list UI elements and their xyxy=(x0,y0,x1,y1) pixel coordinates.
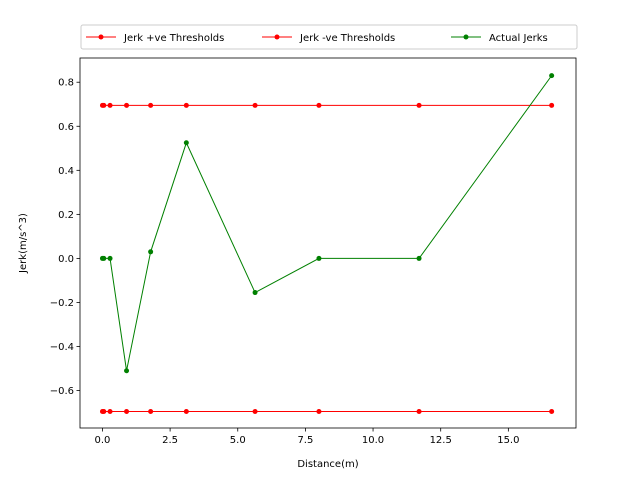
y-tick-label: 0.0 xyxy=(58,254,74,265)
series-1-point-7 xyxy=(316,408,322,414)
legend-label: Actual Jerks xyxy=(489,33,548,44)
series-0-point-1 xyxy=(101,102,107,108)
series-0-point-4 xyxy=(148,102,154,108)
x-tick-label: 0.0 xyxy=(95,435,111,446)
x-axis-title: Distance(m) xyxy=(297,459,358,470)
y-tick-label: 0.8 xyxy=(58,78,74,89)
series-2-point-8 xyxy=(416,255,422,261)
y-tick-label: 0.6 xyxy=(58,122,74,133)
series-1-point-5 xyxy=(183,408,189,414)
series-line-2 xyxy=(102,75,553,371)
series-layer xyxy=(99,73,555,414)
y-tick-label: −0.6 xyxy=(50,386,74,397)
legend: Jerk +ve Thresholds Jerk -ve Thresholds Ac… xyxy=(80,24,578,50)
series-0-point-3 xyxy=(124,102,130,108)
legend-swatch-marker xyxy=(463,34,469,40)
series-2-point-2 xyxy=(107,255,113,261)
series-2-point-6 xyxy=(252,290,258,296)
legend-label: Jerk -ve Thresholds xyxy=(299,33,395,44)
series-1-point-9 xyxy=(549,408,555,414)
series-1-point-2 xyxy=(107,408,113,414)
series-1-point-1 xyxy=(101,408,107,414)
x-tick-label: 2.5 xyxy=(162,435,178,446)
x-tick-label: 15.0 xyxy=(497,435,519,446)
x-tick-label: 7.5 xyxy=(297,435,313,446)
series-1-point-8 xyxy=(416,408,422,414)
legend-label: Jerk +ve Thresholds xyxy=(123,33,224,44)
series-0-point-7 xyxy=(316,102,322,108)
series-1-point-4 xyxy=(148,408,154,414)
axes: 0.0 2.5 5.0 7.5 10.0 12.5 15.0 −0.6 −0.4 −0.2 0.0 0… xyxy=(50,57,577,446)
series-0-point-8 xyxy=(416,102,422,108)
series-0-point-9 xyxy=(549,102,555,108)
series-1-point-3 xyxy=(124,408,130,414)
series-1-point-6 xyxy=(252,408,258,414)
series-2-point-4 xyxy=(148,249,154,255)
y-tick-label: 0.2 xyxy=(58,210,74,221)
y-tick-label: 0.4 xyxy=(58,166,74,177)
series-0-point-5 xyxy=(183,102,189,108)
y-axis-title: Jerk(m/s^3) xyxy=(18,213,29,274)
axes-frame xyxy=(79,57,577,429)
legend-swatch-marker xyxy=(98,34,104,40)
series-2-point-7 xyxy=(316,255,322,261)
legend-swatch-marker xyxy=(274,34,280,40)
series-2-point-5 xyxy=(183,140,189,146)
y-tick-label: −0.4 xyxy=(50,342,74,353)
series-0-point-2 xyxy=(107,102,113,108)
series-2-point-1 xyxy=(101,255,107,261)
legend-box xyxy=(80,24,578,50)
x-tick-label: 10.0 xyxy=(362,435,384,446)
series-2-point-3 xyxy=(124,368,130,374)
plot-area xyxy=(80,58,576,428)
series-2-point-9 xyxy=(549,73,555,79)
x-tick-label: 5.0 xyxy=(230,435,246,446)
x-tick-label: 12.5 xyxy=(430,435,452,446)
y-tick-label: −0.2 xyxy=(50,298,74,309)
series-0-point-6 xyxy=(252,102,258,108)
